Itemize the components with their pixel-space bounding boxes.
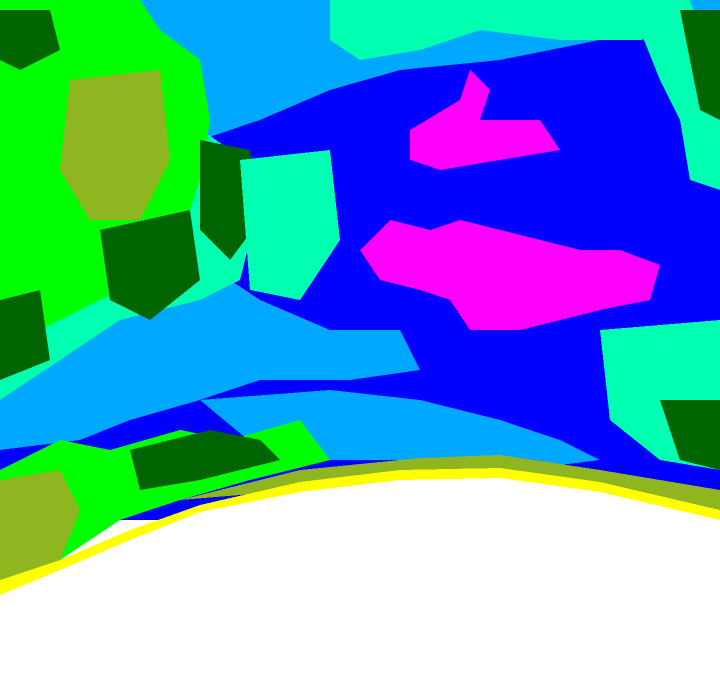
teal-mid-cluster [240,150,340,300]
dark-green-left-patch-1 [0,10,60,70]
magenta-upper-blob [410,70,560,170]
yellow-coast-edge [0,468,720,595]
bottom-dark-green-strip [130,430,280,490]
dark-green-left-patch-3 [0,290,50,380]
dark-green-top-right [680,10,720,120]
dark-green-left-patch-2 [100,210,200,320]
olive-left-block [60,70,170,220]
dark-green-right-edge [660,400,720,470]
bottom-left-olive [0,470,80,580]
olive-coast-strip [180,455,720,510]
teal-top-band [330,0,700,60]
white-no-data-region [0,478,720,692]
magenta-main-blob [360,220,660,330]
